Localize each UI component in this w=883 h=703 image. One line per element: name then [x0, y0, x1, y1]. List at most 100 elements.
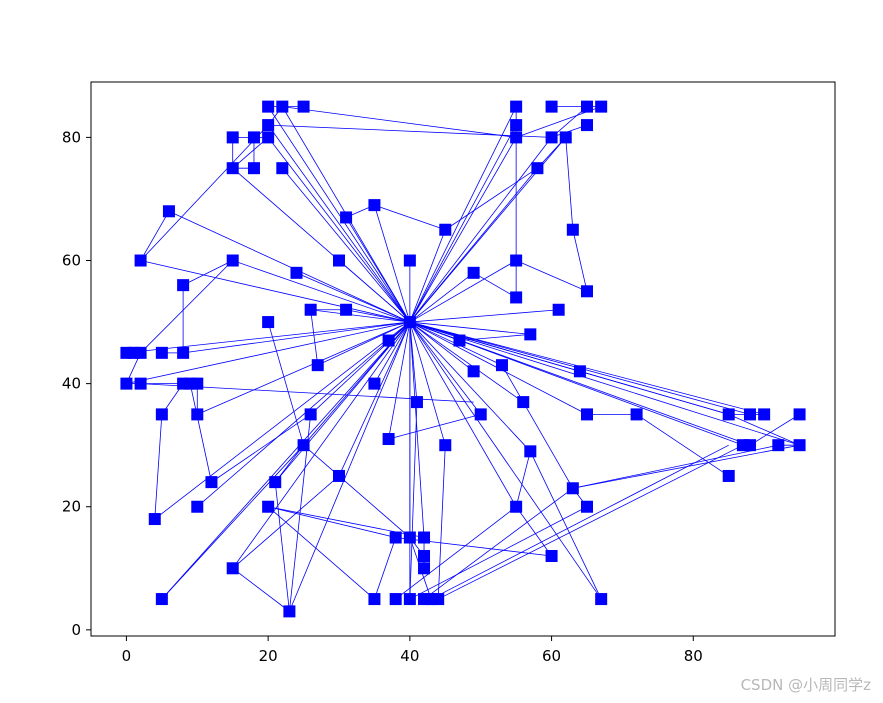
data-point	[432, 593, 445, 606]
data-point	[524, 445, 537, 458]
edge-line	[409, 322, 425, 538]
data-point	[581, 500, 593, 513]
data-point	[495, 359, 508, 372]
edge-line	[409, 321, 524, 403]
y-tick-label: 40	[62, 375, 81, 393]
data-point	[510, 131, 523, 144]
data-point	[269, 476, 282, 489]
data-point	[545, 100, 558, 113]
edge-line	[409, 402, 418, 600]
data-point	[510, 500, 523, 513]
data-point	[474, 408, 487, 421]
data-point	[283, 605, 296, 618]
data-point	[517, 396, 530, 409]
edge-line	[409, 309, 559, 323]
edge-line	[126, 321, 410, 354]
data-point	[134, 377, 147, 390]
data-point	[722, 408, 735, 421]
edge-line	[409, 321, 765, 415]
edge-line	[267, 124, 411, 323]
edge-line	[501, 364, 524, 403]
data-point	[340, 303, 353, 316]
edge-line	[409, 137, 552, 323]
data-point	[403, 593, 416, 606]
data-point	[758, 408, 771, 421]
data-point	[545, 131, 558, 144]
edge-line	[140, 124, 269, 261]
data-point	[226, 562, 239, 575]
data-point	[368, 377, 381, 390]
data-point	[134, 346, 147, 359]
data-point	[262, 119, 275, 132]
edge-line	[749, 414, 800, 446]
edge-line	[515, 451, 531, 507]
edge-line	[409, 124, 517, 323]
edge-line	[565, 137, 574, 230]
edge-line	[515, 506, 552, 557]
edge-line	[374, 321, 411, 384]
data-point	[510, 254, 523, 267]
edge-line	[423, 487, 574, 600]
data-point	[524, 328, 537, 341]
data-point	[566, 482, 579, 495]
data-point	[581, 100, 593, 113]
data-point	[439, 223, 452, 236]
data-point	[162, 205, 175, 218]
edge-line	[409, 137, 517, 323]
data-point	[418, 531, 431, 544]
edge-line	[338, 321, 411, 477]
data-point	[559, 131, 572, 144]
x-tick-label: 80	[684, 647, 703, 665]
edge-line	[409, 260, 517, 323]
edge-line	[374, 204, 446, 231]
plot-area-frame	[90, 81, 836, 637]
data-point	[403, 531, 416, 544]
data-point	[177, 279, 190, 292]
data-point	[333, 254, 345, 267]
edge-line	[197, 321, 411, 415]
data-point	[743, 408, 756, 421]
edge-line	[572, 444, 779, 489]
data-point	[510, 119, 523, 132]
data-point	[120, 377, 133, 390]
edge-line	[267, 137, 411, 323]
edge-line	[388, 414, 481, 440]
y-tick-label: 60	[62, 252, 81, 270]
edge-line	[183, 321, 410, 354]
edge-line	[296, 272, 411, 323]
data-point	[793, 408, 806, 421]
data-point	[226, 131, 239, 144]
x-tick-label: 60	[542, 647, 561, 665]
edge-line	[197, 321, 411, 508]
edge-line	[409, 272, 474, 323]
data-point	[545, 549, 558, 562]
edge-line	[268, 124, 552, 138]
edge-line	[274, 321, 411, 483]
edge-line	[310, 321, 411, 415]
points-layer	[120, 100, 806, 618]
data-point	[304, 408, 317, 421]
edge-line	[310, 309, 319, 366]
data-point	[382, 334, 395, 347]
data-point	[276, 100, 289, 113]
edges-layer	[126, 106, 800, 612]
edge-line	[473, 272, 517, 298]
edge-line	[317, 321, 411, 366]
edge-line	[409, 229, 446, 323]
data-point	[418, 549, 431, 562]
edge-line	[438, 444, 744, 600]
data-point	[368, 199, 381, 212]
edge-line	[346, 309, 410, 323]
x-tick-label: 0	[122, 647, 132, 665]
edge-line	[522, 401, 574, 489]
data-point	[290, 266, 303, 279]
edge-line	[140, 260, 410, 323]
edge-line	[282, 167, 411, 323]
data-point	[552, 303, 565, 316]
edge-line	[268, 506, 396, 538]
data-point	[262, 131, 275, 144]
edge-line	[289, 321, 411, 612]
y-tick-label: 80	[62, 128, 81, 146]
x-tick-label: 40	[400, 647, 419, 665]
